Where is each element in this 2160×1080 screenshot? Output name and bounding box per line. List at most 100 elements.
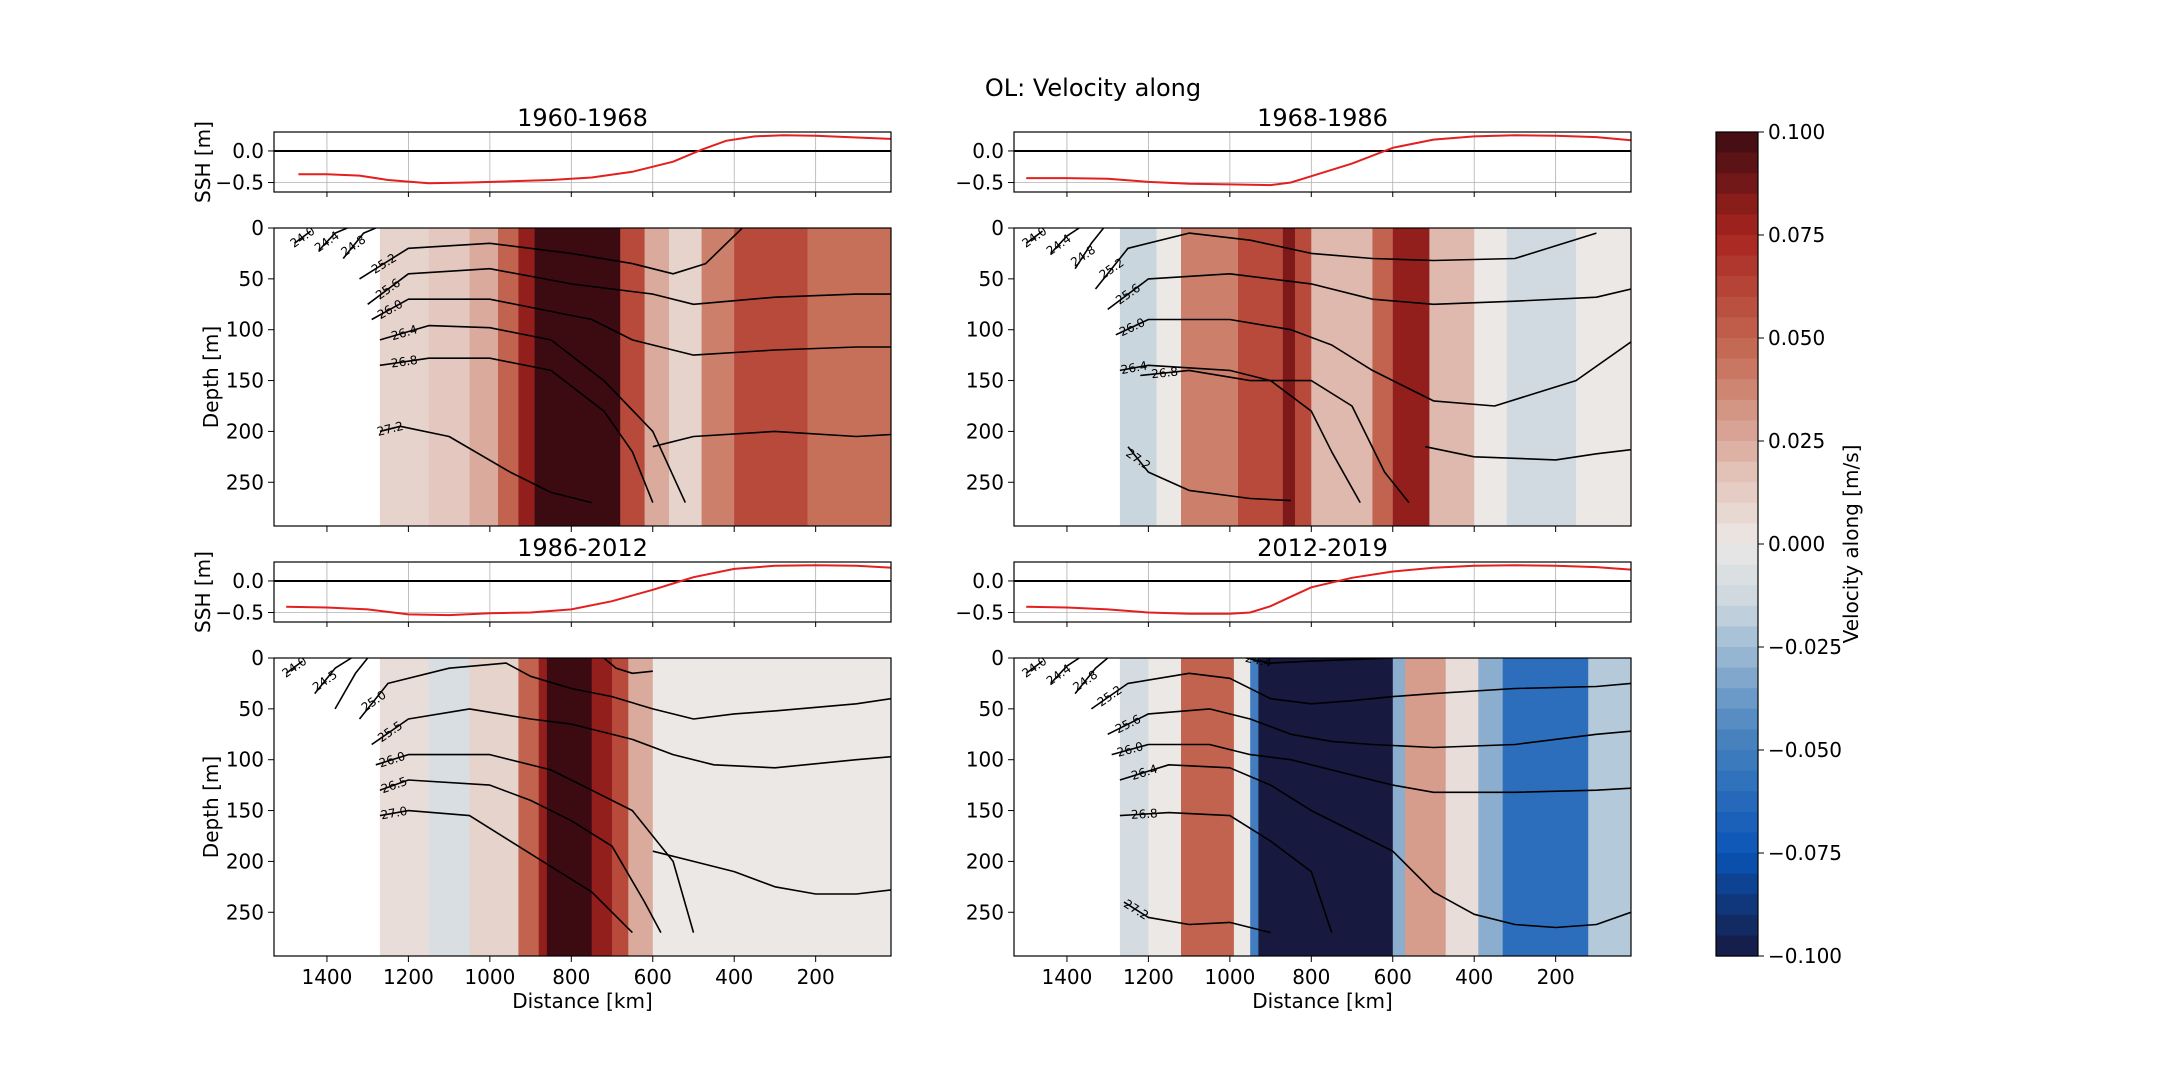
section-ytick-label: 100 bbox=[226, 748, 264, 772]
isopycnal-contour bbox=[379, 357, 654, 503]
section-ytick-label: 150 bbox=[966, 799, 1004, 823]
colorbar-tick-label: 0.000 bbox=[1768, 532, 1825, 556]
heatmap-cell bbox=[1233, 658, 1251, 956]
section-ytick-label: 200 bbox=[226, 419, 264, 443]
isopycnal-contour bbox=[1074, 228, 1105, 270]
colorbar-level bbox=[1716, 132, 1758, 154]
colorbar-tick-label: 0.100 bbox=[1768, 120, 1825, 144]
colorbar-level bbox=[1716, 399, 1758, 421]
colorbar-level bbox=[1716, 523, 1758, 545]
heatmap-cell bbox=[518, 228, 536, 526]
colorbar-level bbox=[1716, 647, 1758, 669]
section-heatmap bbox=[379, 658, 891, 956]
xtick-label: 1000 bbox=[1204, 965, 1255, 989]
colorbar-level bbox=[1716, 338, 1758, 360]
heatmap-cell bbox=[1282, 228, 1296, 526]
isopycnal-contour bbox=[371, 298, 891, 356]
heatmap-cell bbox=[1429, 228, 1475, 526]
isopycnal-contour bbox=[342, 228, 377, 260]
colorbar-level bbox=[1716, 420, 1758, 442]
contour-label: 27.2 bbox=[375, 419, 404, 439]
section-axes-frame bbox=[1013, 227, 1632, 527]
colorbar-level bbox=[1716, 729, 1758, 751]
ssh-axes-frame bbox=[1013, 131, 1632, 193]
colorbar-level bbox=[1716, 214, 1758, 236]
section-axes-frame bbox=[273, 657, 892, 957]
isopycnal-contour bbox=[1119, 811, 1333, 933]
heatmap-cell bbox=[1181, 658, 1235, 956]
section-ytick-label: 250 bbox=[966, 900, 1004, 924]
colorbar-tick-label: 0.025 bbox=[1768, 429, 1825, 453]
colorbar-level bbox=[1716, 811, 1758, 833]
colorbar-level bbox=[1716, 461, 1758, 483]
contour-label: 26.4 bbox=[1120, 359, 1149, 377]
section-ytick-label: 0 bbox=[991, 646, 1004, 670]
isopycnal-contour bbox=[379, 425, 592, 504]
colorbar-level bbox=[1716, 379, 1758, 401]
ssh-ytick-label: −0.5 bbox=[215, 601, 264, 625]
section-panel: 24.024.424.825.225.626.026.426.827.224.4… bbox=[966, 646, 1632, 1013]
heatmap-cell bbox=[807, 228, 891, 526]
xtick-label: 800 bbox=[552, 965, 590, 989]
isopycnal-contour bbox=[285, 660, 303, 674]
contour-label: 27.0 bbox=[380, 804, 409, 822]
xtick-label: 200 bbox=[797, 965, 835, 989]
colorbar-level bbox=[1716, 853, 1758, 875]
colorbar-tick-label: −0.075 bbox=[1768, 841, 1842, 865]
colorbar-level bbox=[1716, 914, 1758, 936]
heatmap-cell bbox=[518, 658, 540, 956]
figure-title: OL: Velocity along bbox=[985, 74, 1201, 102]
section-ytick-label: 150 bbox=[966, 369, 1004, 393]
x-axis-label: Distance [km] bbox=[1252, 989, 1392, 1013]
heatmap-cell bbox=[734, 228, 809, 526]
heatmap-cell bbox=[428, 658, 471, 956]
ssh-axes-frame bbox=[273, 131, 892, 193]
ssh-axis-label: SSH [m] bbox=[191, 551, 215, 633]
isopycnal-contour bbox=[652, 850, 891, 895]
heatmap-cell bbox=[1119, 228, 1158, 526]
heatmap-cell bbox=[1119, 658, 1149, 956]
isopycnal-contour bbox=[367, 267, 891, 306]
contour-label: 26.0 bbox=[1115, 739, 1144, 760]
isopycnal-contour bbox=[1425, 445, 1631, 461]
isopycnal-contour bbox=[379, 809, 633, 934]
isopycnal-contour bbox=[379, 324, 687, 503]
section-ytick-label: 100 bbox=[966, 318, 1004, 342]
panel-title: 1968-1986 bbox=[1257, 104, 1388, 132]
xtick-label: 1400 bbox=[1041, 965, 1092, 989]
isopycnal-contour bbox=[1050, 228, 1080, 254]
colorbar-level bbox=[1716, 544, 1758, 566]
xtick-label: 1200 bbox=[1123, 965, 1174, 989]
colorbar-level bbox=[1716, 873, 1758, 895]
ssh-ytick-label: 0.0 bbox=[972, 569, 1004, 593]
ssh-axis-label: SSH [m] bbox=[191, 121, 215, 203]
heatmap-cell bbox=[534, 228, 621, 526]
colorbar-level bbox=[1716, 770, 1758, 792]
isopycnal-contour bbox=[1107, 273, 1631, 311]
heatmap-cell bbox=[1238, 228, 1284, 526]
heatmap-cell bbox=[669, 228, 703, 526]
heatmap-cell bbox=[379, 228, 430, 526]
heatmap-cell bbox=[652, 658, 891, 956]
ssh-axes-background bbox=[1014, 132, 1631, 192]
colorbar-level bbox=[1716, 193, 1758, 215]
depth-axis-label: Depth [m] bbox=[199, 756, 223, 858]
isopycnal-contour bbox=[334, 658, 369, 710]
x-axis-label: Distance [km] bbox=[512, 989, 652, 1013]
ssh-axes-background bbox=[1014, 562, 1631, 622]
ssh-panel: 2012-2019 0.0 −0.5 bbox=[955, 534, 1632, 627]
isopycnal-contour bbox=[1119, 764, 1631, 929]
section-ytick-label: 250 bbox=[226, 900, 264, 924]
colorbar-tick-label: 0.075 bbox=[1768, 223, 1825, 247]
panel-title: 1986-2012 bbox=[517, 534, 648, 562]
ssh-series-line bbox=[1026, 134, 1631, 187]
isopycnal-contour bbox=[652, 430, 891, 448]
isopycnal-contour bbox=[1111, 743, 1631, 794]
ssh-ytick-label: 0.0 bbox=[232, 139, 264, 163]
isopycnal-contour bbox=[1050, 658, 1080, 684]
section-ytick-label: 0 bbox=[991, 216, 1004, 240]
ssh-ytick-label: −0.5 bbox=[215, 171, 264, 195]
